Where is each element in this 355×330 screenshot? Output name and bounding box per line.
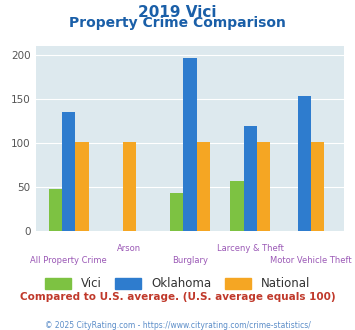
- Text: 2019 Vici: 2019 Vici: [138, 5, 217, 20]
- Text: Property Crime Comparison: Property Crime Comparison: [69, 16, 286, 30]
- Text: © 2025 CityRating.com - https://www.cityrating.com/crime-statistics/: © 2025 CityRating.com - https://www.city…: [45, 321, 310, 330]
- Text: Motor Vehicle Theft: Motor Vehicle Theft: [270, 256, 352, 265]
- Bar: [62, 112, 76, 231]
- Bar: [183, 58, 197, 231]
- Text: Compared to U.S. average. (U.S. average equals 100): Compared to U.S. average. (U.S. average …: [20, 292, 335, 302]
- Legend: Vici, Oklahoma, National: Vici, Oklahoma, National: [39, 272, 316, 296]
- Text: All Property Crime: All Property Crime: [31, 256, 107, 265]
- Text: Larceny & Theft: Larceny & Theft: [217, 244, 284, 253]
- Bar: [170, 193, 183, 231]
- Bar: [76, 142, 89, 231]
- Bar: [244, 126, 257, 231]
- Text: Burglary: Burglary: [172, 256, 208, 265]
- Bar: [230, 181, 244, 231]
- Bar: [123, 142, 136, 231]
- Text: Arson: Arson: [117, 244, 141, 253]
- Bar: [197, 142, 210, 231]
- Bar: [49, 189, 62, 231]
- Bar: [257, 142, 271, 231]
- Bar: [298, 96, 311, 231]
- Bar: [311, 142, 324, 231]
